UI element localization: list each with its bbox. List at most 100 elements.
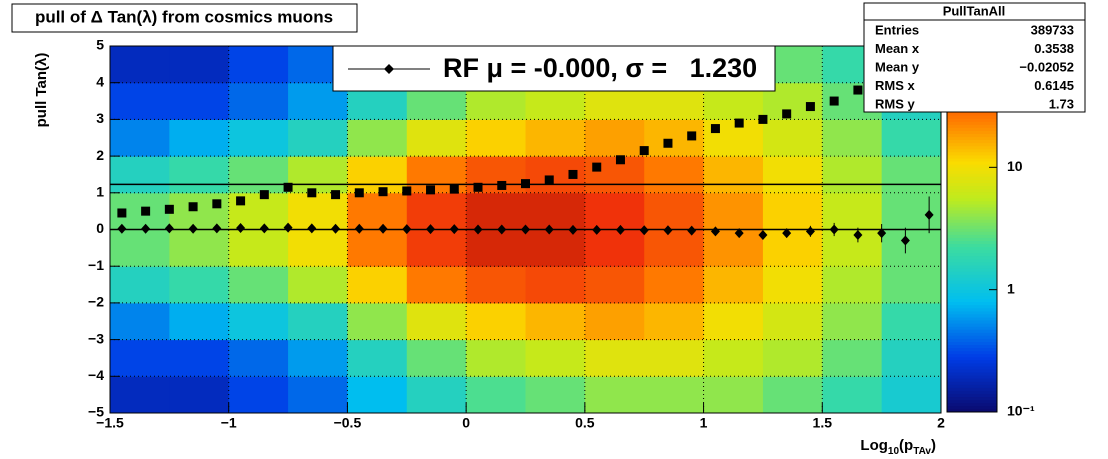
colorbar-segment — [947, 393, 997, 398]
heatmap-cell — [762, 229, 823, 267]
colorbar-segment — [947, 142, 997, 147]
point — [829, 224, 839, 235]
y-tick-label: −2 — [88, 294, 104, 310]
heatmap-cell — [644, 266, 705, 304]
heatmap-cell — [703, 229, 764, 267]
heatmap-cell — [406, 119, 467, 157]
heatmap-cell — [822, 156, 883, 194]
stats-box — [863, 2, 1086, 113]
colorbar-segment — [947, 115, 997, 119]
colorbar-segment — [947, 188, 997, 193]
x-axis-title-part: (p — [899, 437, 913, 454]
point — [805, 226, 815, 237]
colorbar-segment — [947, 301, 997, 306]
colorbar-segment — [947, 378, 997, 382]
heatmap-cell — [881, 376, 942, 414]
y-tick-label: 5 — [96, 37, 104, 53]
point — [236, 196, 246, 206]
colorbar-segment — [947, 313, 997, 318]
heatmap-cell — [822, 266, 883, 304]
y-tick-label: −4 — [88, 367, 104, 383]
colorbar-segment — [947, 261, 997, 266]
point — [924, 209, 934, 220]
stats-value: 1.73 — [1049, 96, 1074, 111]
heatmap-cell — [228, 376, 289, 414]
colorbar-segment — [947, 139, 997, 144]
x-tick-label: 2 — [937, 415, 945, 431]
x-tick-label: 0 — [462, 415, 470, 431]
colorbar-segment — [947, 148, 997, 153]
colorbar-segment — [947, 258, 997, 263]
colorbar-segment — [947, 271, 997, 275]
x-axis-title-part: ) — [931, 437, 936, 454]
heatmap-cell — [288, 156, 348, 194]
heatmap-cell — [822, 229, 883, 267]
heatmap-cell — [881, 266, 942, 304]
heatmap-cell — [822, 376, 883, 414]
point — [853, 85, 863, 95]
colorbar-segment — [947, 228, 997, 232]
heatmap-cell — [881, 229, 942, 267]
point — [426, 224, 436, 235]
heatmap-cell — [762, 266, 823, 304]
heatmap-cell — [525, 192, 586, 230]
colorbar-segment — [947, 353, 997, 358]
point — [307, 188, 317, 198]
heatmap-cell — [466, 339, 526, 377]
point — [782, 109, 792, 119]
colorbar-segment — [947, 206, 997, 211]
point — [710, 124, 720, 134]
heatmap-cell — [822, 192, 883, 230]
point — [497, 180, 507, 190]
colorbar-tick-label: 10⁻¹ — [1007, 403, 1035, 419]
heatmap-cell — [110, 82, 170, 120]
colorbar-segment — [947, 316, 997, 321]
colorbar-segment — [947, 384, 997, 388]
point — [853, 230, 863, 241]
chart-title: pull of Δ Tan(λ) from cosmics muons — [35, 7, 333, 26]
heatmap-cell — [762, 302, 823, 341]
heatmap-cell — [525, 302, 586, 341]
y-tick-label: 0 — [96, 220, 104, 236]
heatmap-cell — [110, 46, 170, 84]
point — [592, 224, 602, 235]
colorbar-segment — [947, 381, 997, 385]
heatmap-cell — [644, 192, 705, 230]
stats-value: −0.02052 — [1019, 59, 1074, 74]
heatmap-cell — [169, 82, 230, 120]
heatmap-cell — [584, 339, 645, 377]
heatmap-cell — [169, 156, 230, 194]
y-tick-label: −5 — [88, 404, 104, 420]
heatmap-cell — [644, 376, 705, 414]
heatmap-cell — [703, 192, 764, 230]
colorbar-segment — [947, 130, 997, 134]
y-tick-label: 4 — [96, 73, 104, 89]
point — [615, 155, 625, 165]
heatmap-cell — [169, 46, 230, 84]
x-tick-label: 0.5 — [575, 415, 595, 431]
colorbar-segment — [947, 304, 997, 309]
point — [164, 204, 174, 214]
heatmap-cell — [228, 229, 289, 267]
stats-label: RMS y — [875, 96, 916, 111]
point — [473, 182, 483, 192]
point — [497, 224, 507, 235]
colorbar-segment — [947, 124, 997, 128]
colorbar-segment — [947, 344, 997, 349]
heatmap-cell — [644, 156, 705, 194]
y-tick-label: 2 — [96, 147, 104, 163]
heatmap-cell — [347, 266, 408, 304]
colorbar-segment — [947, 243, 997, 248]
colorbar-segment — [947, 365, 997, 370]
colorbar-segment — [947, 209, 997, 214]
point — [734, 228, 744, 239]
heatmap-cell — [110, 376, 170, 414]
colorbar-segment — [947, 329, 997, 333]
colorbar-segment — [947, 277, 997, 281]
heatmap-cell — [169, 119, 230, 157]
x-tick-label: −0.5 — [334, 415, 362, 431]
stats-label: Mean y — [875, 59, 920, 74]
colorbar-segment — [947, 362, 997, 367]
point — [449, 224, 459, 235]
